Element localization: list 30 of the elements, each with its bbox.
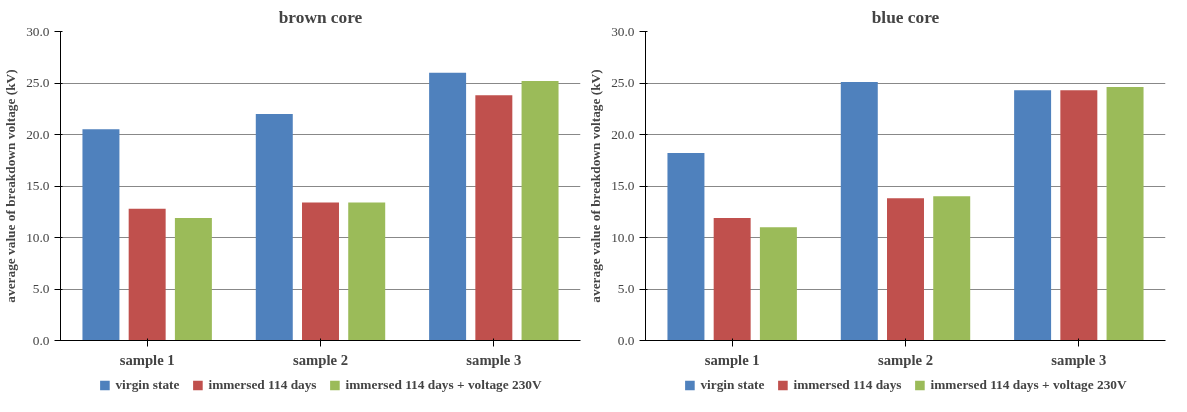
legend-label: immersed 114 days: [208, 377, 317, 393]
y-tick-label: 20.0: [26, 126, 50, 142]
y-tick-label: 25.0: [611, 75, 635, 90]
x-tick-label: sample 1: [119, 351, 175, 368]
y-tick-label: 30.0: [26, 23, 50, 39]
x-tick-label: sample 3: [466, 351, 522, 368]
y-tick-label: 20.0: [611, 126, 635, 142]
x-tick-label: sample 3: [1051, 351, 1107, 368]
y-tick-label: 0.0: [32, 332, 50, 348]
legend-label: immersed 114 days + voltage 230V: [930, 377, 1127, 393]
y-tick-label: 10.0: [26, 229, 50, 245]
y-tick-label: 15.0: [611, 178, 635, 193]
legend-label: immersed 114 days: [793, 377, 902, 393]
legend-label: virgin state: [700, 377, 765, 393]
chart-title: brown core: [278, 7, 363, 27]
y-tick-label: 15.0: [26, 178, 50, 193]
y-tick-label: 0.0: [617, 332, 635, 348]
y-axis-title: average value of breakdown voltage (kV): [588, 69, 604, 303]
y-tick-label: 5.0: [617, 281, 635, 296]
legend-label: virgin state: [115, 377, 180, 393]
y-axis-title: average value of breakdown voltage (kV): [3, 69, 19, 303]
legend-label: immersed 114 days + voltage 230V: [345, 377, 542, 393]
x-tick-label: sample 2: [878, 351, 933, 368]
y-tick-label: 30.0: [611, 23, 635, 39]
y-tick-label: 25.0: [26, 75, 50, 90]
x-tick-label: sample 2: [293, 351, 348, 368]
y-tick-label: 5.0: [32, 281, 50, 296]
y-tick-label: 10.0: [611, 229, 635, 245]
x-tick-label: sample 1: [704, 351, 760, 368]
chart-title: blue core: [871, 7, 940, 27]
